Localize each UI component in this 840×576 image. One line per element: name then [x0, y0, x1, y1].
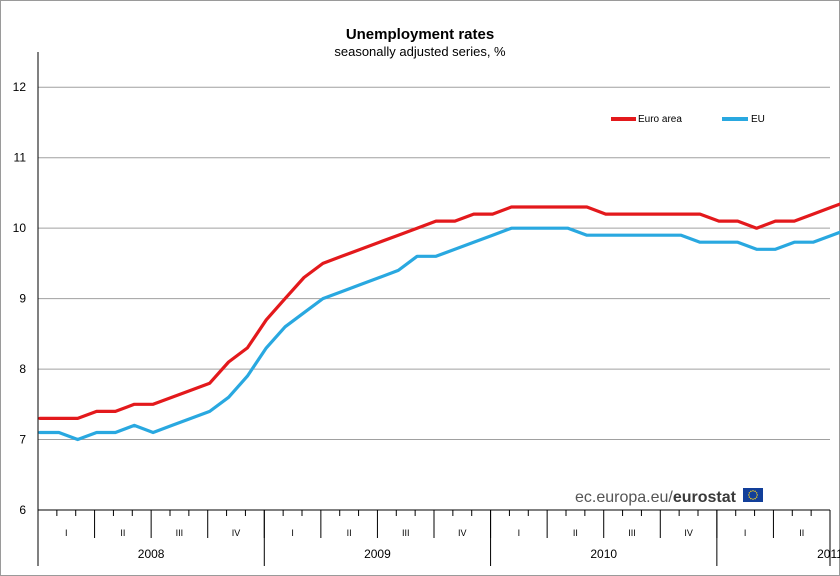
credit-domain: ec.europa.eu/: [575, 489, 673, 506]
chart-title: Unemployment rates: [345, 26, 495, 43]
legend-label-euro-area: Euro area: [638, 114, 682, 125]
quarter-label: III: [628, 528, 636, 538]
eu-star: [755, 496, 758, 498]
eu-star: [748, 496, 751, 498]
quarter-label: III: [176, 528, 184, 538]
y-tick-label: 11: [14, 151, 27, 165]
svg-text:ec.europa.eu/eurostat: ec.europa.eu/eurostat: [575, 489, 737, 506]
legend-label-eu: EU: [751, 114, 765, 125]
eu-star: [754, 497, 756, 500]
y-axis: 6 7 8 9 10 11 12: [13, 52, 39, 517]
eu-star: [748, 494, 750, 496]
legend: Euro area EU: [611, 114, 765, 125]
quarter-label: II: [120, 528, 125, 538]
y-tick-label: 10: [13, 221, 27, 235]
chart-header: Unemployment rates seasonally adjusted s…: [0, 26, 840, 60]
quarter-label: I: [65, 528, 68, 538]
eu-flag-icon: [743, 488, 763, 502]
quarter-label: II: [347, 528, 352, 538]
credit-brand: eurostat: [673, 489, 737, 506]
quarter-label: III: [402, 528, 410, 538]
quarter-label: II: [573, 528, 578, 538]
quarter-label: IV: [458, 528, 467, 538]
quarter-label: IV: [232, 528, 241, 538]
y-tick-label: 6: [19, 503, 26, 517]
quarter-label: II: [799, 528, 804, 538]
eu-star: [752, 490, 754, 492]
eu-star: [752, 498, 754, 500]
eu-star: [754, 490, 756, 493]
quarter-label: I: [518, 528, 521, 538]
quarter-label: I: [744, 528, 747, 538]
y-tick-label: 9: [19, 292, 26, 306]
year-label: 2010: [590, 547, 617, 561]
eu-star: [750, 490, 752, 493]
eu-stars-icon: [748, 490, 758, 500]
year-label: 2011: [817, 547, 840, 561]
y-tick-label: 7: [19, 433, 26, 447]
quarter-label: I: [291, 528, 294, 538]
series-lines: [38, 202, 840, 442]
quarter-label: IV: [684, 528, 693, 538]
chart-subtitle: seasonally adjusted series, %: [334, 44, 506, 59]
year-label: 2008: [138, 547, 165, 561]
y-tick-label: 12: [13, 80, 27, 94]
eu-star: [755, 492, 758, 494]
y-tick-label: 8: [19, 362, 26, 376]
year-label: 2009: [364, 547, 391, 561]
gridlines: [38, 86, 830, 511]
source-credit: ec.europa.eu/eurostat: [575, 488, 763, 506]
eu-star: [748, 492, 751, 494]
series-line-euro-area: [38, 202, 840, 420]
eu-star: [750, 497, 752, 500]
eu-star: [756, 494, 758, 496]
series-line-eu: [38, 226, 840, 442]
